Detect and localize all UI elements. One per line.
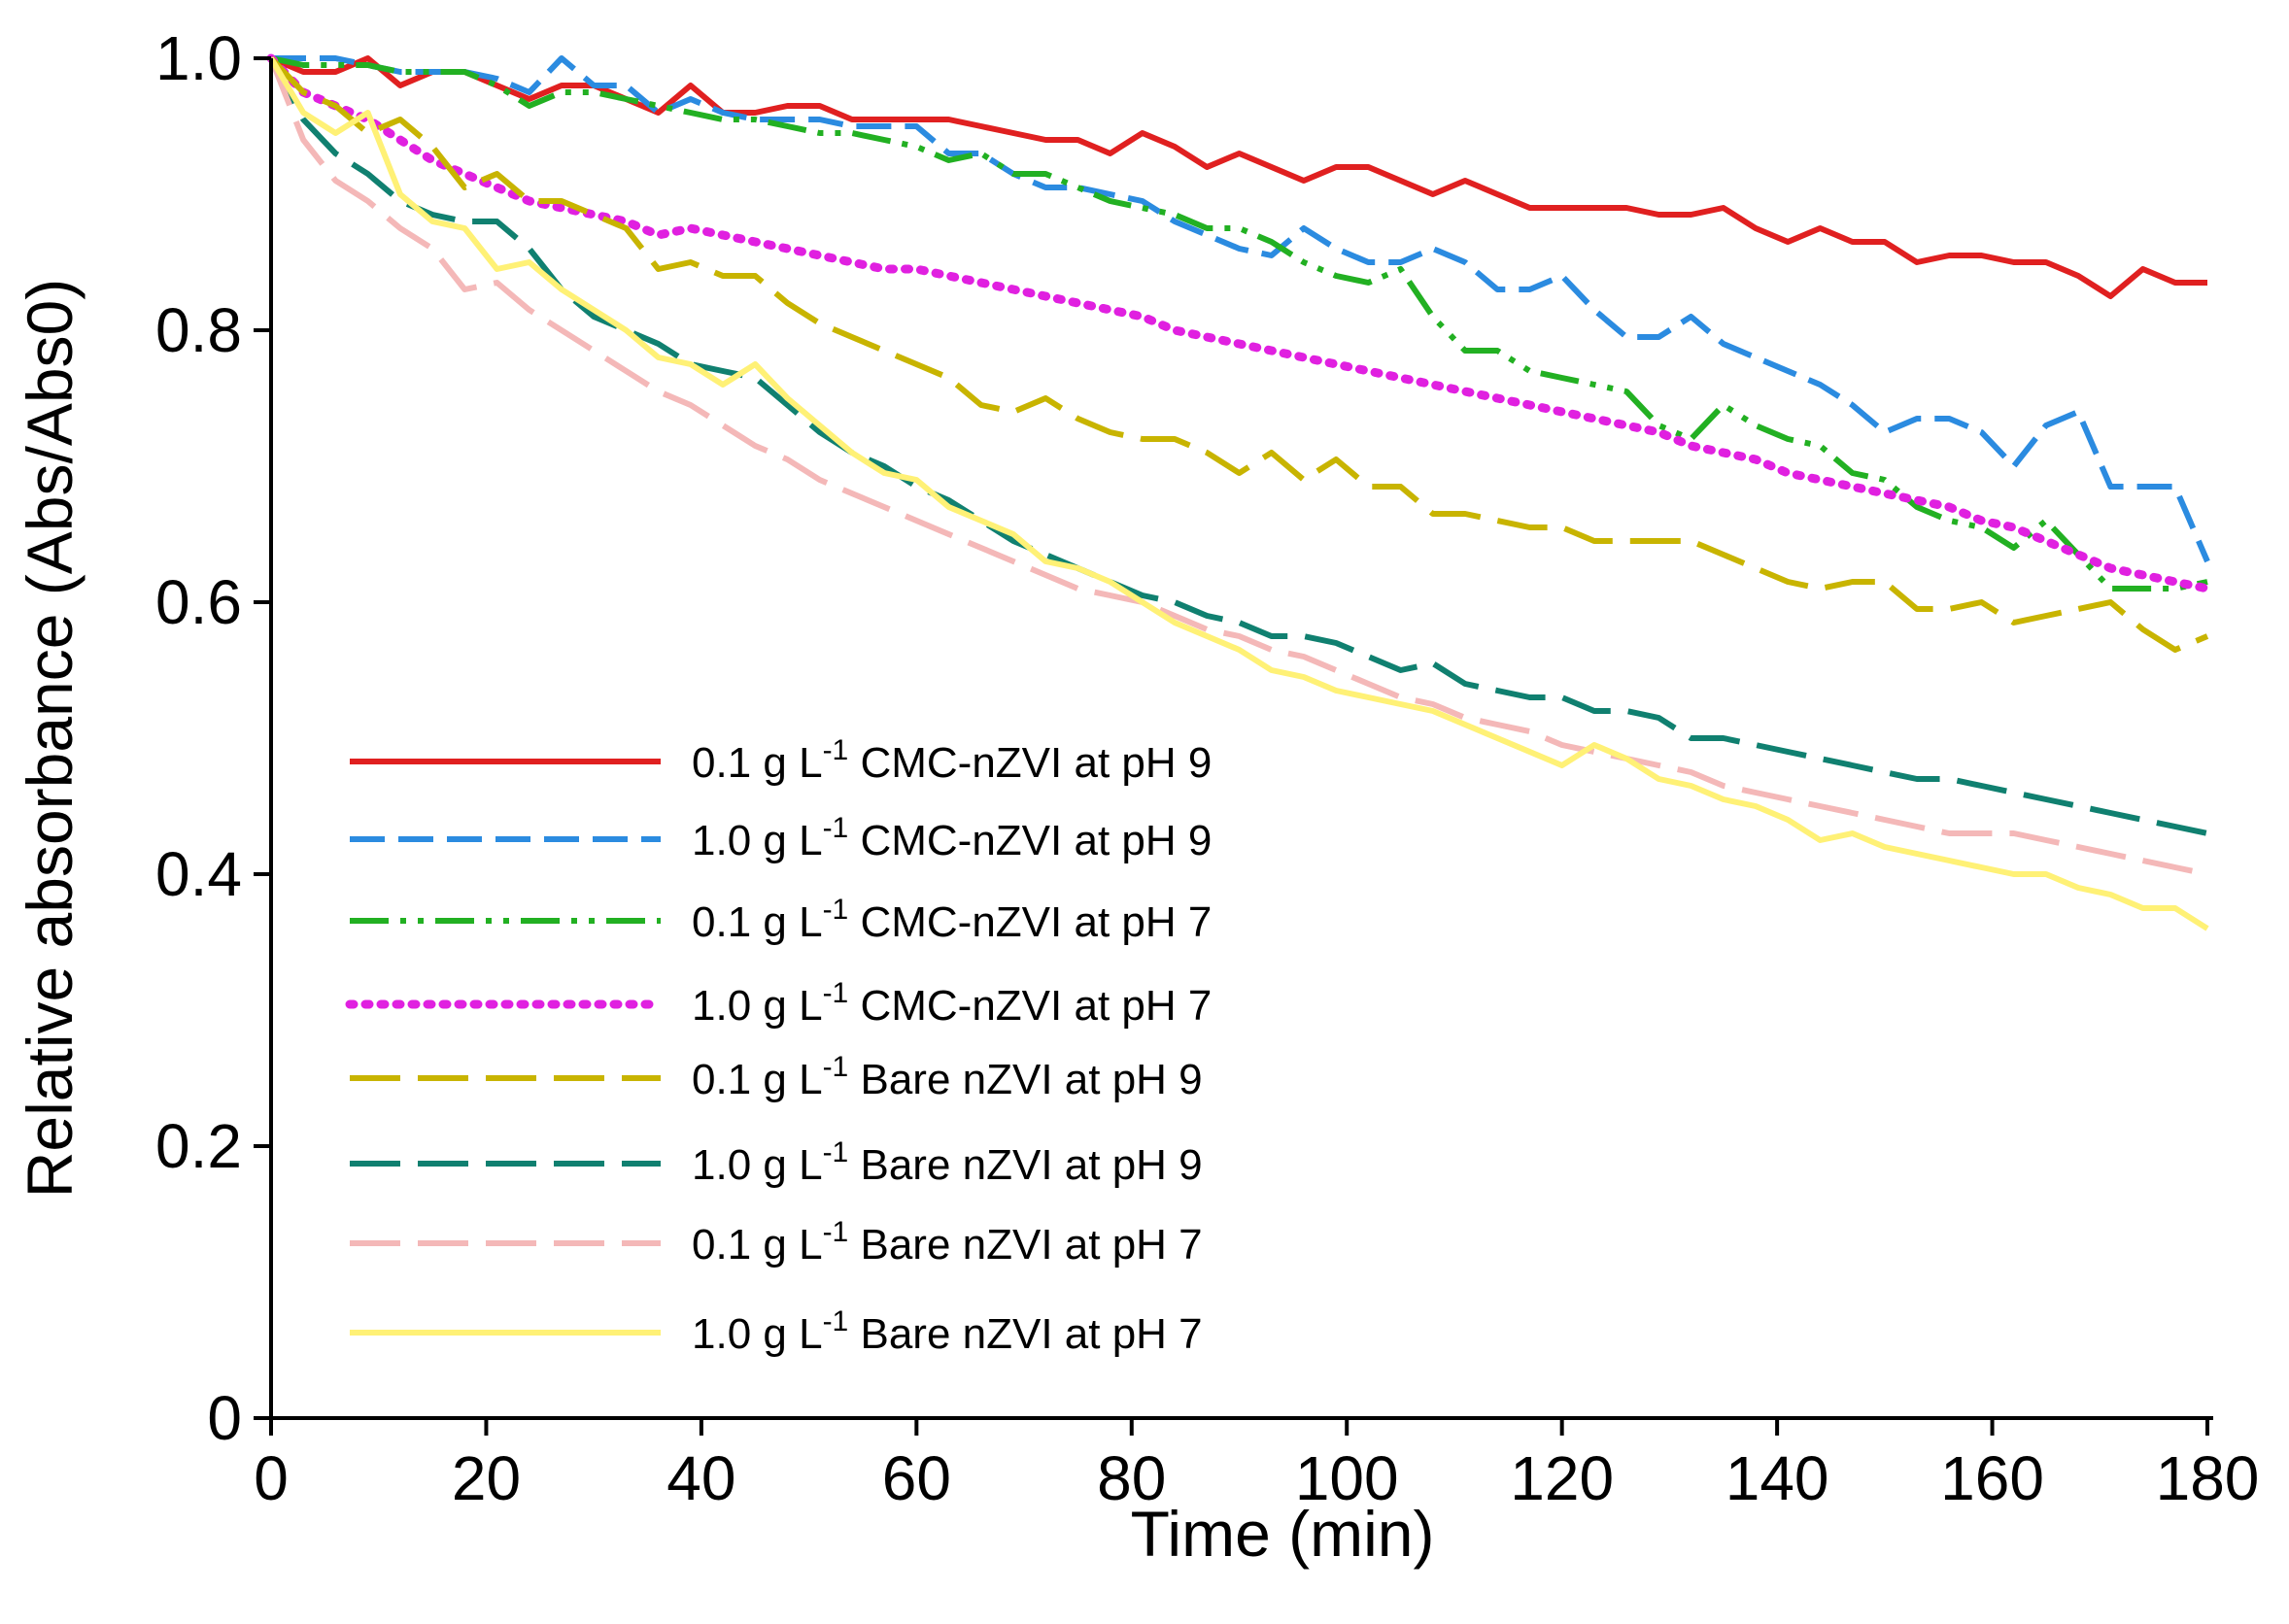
x-tick-label: 40 (666, 1443, 735, 1513)
x-tick-label: 20 (452, 1443, 521, 1513)
ticks: 0 20 40 60 80 100 120 140 160 180 0 0.2 0.4 0.6 0.8 1.0 (155, 23, 2259, 1513)
x-tick-label: 120 (1510, 1443, 1614, 1513)
series-line-1 (269, 55, 2207, 299)
series-line-4 (266, 53, 2212, 593)
series-line-2 (271, 55, 2210, 563)
series-line-8 (268, 56, 2209, 931)
y-tick-label: 0.8 (155, 295, 242, 365)
y-axis-title: Relative absorbance (Abs/Abs0) (14, 279, 85, 1199)
y-tick-label: 0.4 (155, 839, 242, 909)
series-layer (266, 53, 2212, 931)
x-tick-label: 100 (1295, 1443, 1399, 1513)
legend-label-6: 1.0 g L-1 Bare nZVI at pH 9 (692, 1136, 1203, 1189)
legend-label-4: 1.0 g L-1 CMC-nZVI at pH 7 (692, 977, 1212, 1030)
legend-label-8: 1.0 g L-1 Bare nZVI at pH 7 (692, 1305, 1203, 1358)
legend-label-1: 0.1 g L-1 CMC-nZVI at pH 9 (692, 734, 1212, 787)
series-line-6 (268, 56, 2208, 836)
x-tick-label: 80 (1097, 1443, 1166, 1513)
x-tick-label: 180 (2156, 1443, 2260, 1513)
y-tick-label: 0.6 (155, 567, 242, 637)
legend-label-5: 0.1 g L-1 Bare nZVI at pH 9 (692, 1051, 1203, 1103)
legend: 0.1 g L-1 CMC-nZVI at pH 9 1.0 g L-1 CMC-… (345, 734, 1212, 1358)
y-tick-label: 0.2 (155, 1111, 242, 1181)
series-line-5 (268, 55, 2209, 653)
legend-label-7: 0.1 g L-1 Bare nZVI at pH 7 (692, 1216, 1203, 1269)
axes (269, 58, 2213, 1420)
x-tick-label: 160 (1940, 1443, 2044, 1513)
x-axis-title: Time (min) (1131, 1498, 1435, 1570)
series-line-7 (268, 56, 2208, 877)
x-tick-label: 0 (254, 1443, 289, 1513)
legend-label-3: 0.1 g L-1 CMC-nZVI at pH 7 (692, 894, 1212, 946)
y-tick-label: 0 (207, 1383, 242, 1453)
series-line-3 (270, 55, 2208, 592)
y-tick-label: 1.0 (155, 23, 242, 93)
x-tick-label: 60 (882, 1443, 951, 1513)
legend-label-2: 1.0 g L-1 CMC-nZVI at pH 9 (692, 812, 1212, 864)
x-tick-label: 140 (1725, 1443, 1829, 1513)
